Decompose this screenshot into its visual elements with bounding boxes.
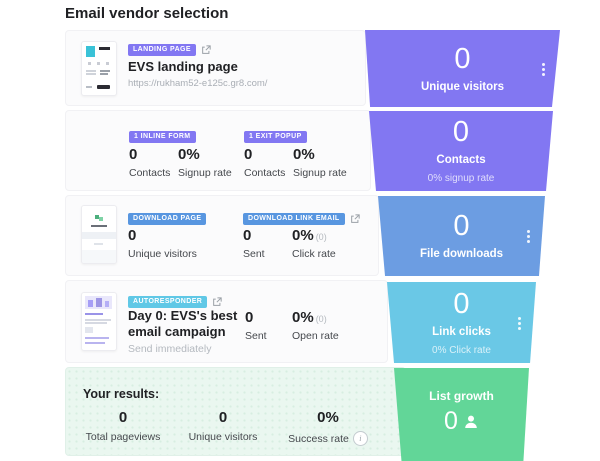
unique-visitors-label: Unique visitors: [188, 431, 258, 443]
exit-popup-badge: 1 EXIT POPUP: [244, 131, 307, 144]
total-pageviews-label: Total pageviews: [85, 431, 161, 443]
download-page-thumbnail[interactable]: [81, 205, 117, 264]
forms-row: 1 INLINE FORM 0 Contacts 0% Signup rate …: [65, 110, 371, 191]
funnel-unique-visitors-label: Unique visitors: [420, 80, 505, 93]
funnel-block-list-growth: List growth 0: [394, 368, 529, 461]
info-icon[interactable]: i: [352, 431, 368, 446]
landing-page-title: EVS landing page: [128, 59, 238, 74]
landing-page-url: https://rukham52-e125c.gr8.com/: [128, 78, 268, 89]
external-link-icon[interactable]: [201, 45, 211, 55]
click-rate-count: (0): [315, 232, 327, 242]
popup-contacts-label: Contacts: [244, 167, 286, 179]
download-link-email-badge: DOWNLOAD LINK EMAIL: [243, 213, 345, 226]
autoresponder-open-rate-label: Open rate: [292, 330, 339, 342]
popup-contacts-value: 0: [244, 146, 253, 163]
download-visitors-value: 0: [128, 227, 137, 244]
funnel-file-downloads-label: File downloads: [419, 248, 504, 260]
funnel-unique-visitors-value: 0: [454, 42, 471, 75]
autoresponder-badge: AUTORESPONDER: [128, 296, 208, 309]
download-visitors-label: Unique visitors: [128, 248, 197, 260]
popup-signup-rate-value: 0%: [293, 146, 315, 163]
thumbnail-header-bar: [99, 47, 110, 50]
download-row: [65, 195, 379, 276]
funnel-contacts-value: 0: [452, 116, 470, 148]
email-sent-label: Sent: [243, 248, 265, 260]
external-link-icon[interactable]: [350, 214, 360, 224]
unique-visitors-stat: 0 Unique visitors: [168, 410, 278, 445]
autoresponder-sent-label: Sent: [245, 330, 267, 342]
inline-signup-rate-label: Signup rate: [178, 167, 232, 179]
email-sent-value: 0: [243, 227, 252, 244]
funnel-contacts-label: Contacts: [436, 154, 486, 166]
person-icon: [465, 415, 477, 428]
funnel-block-contacts: 0 Contacts 0% signup rate: [369, 111, 553, 191]
autoresponder-row: [65, 280, 388, 363]
autoresponder-subtitle: Send immediately: [128, 343, 212, 355]
funnel-block-link-clicks: 0 Link clicks 0% Click rate: [387, 282, 536, 363]
funnel-block-unique-visitors: 0 Unique visitors: [365, 30, 560, 107]
funnel-file-downloads-value: 0: [453, 210, 470, 242]
funnel-list-growth-label: List growth: [429, 389, 494, 403]
unique-visitors-value: 0: [218, 409, 228, 426]
inline-signup-rate-value: 0%: [178, 146, 200, 163]
kebab-menu-icon[interactable]: [542, 67, 545, 71]
success-rate-stat: 0% Success rate i: [268, 410, 388, 447]
email-click-rate-label: Click rate: [292, 248, 336, 260]
inline-contacts-value: 0: [129, 146, 138, 163]
external-link-icon[interactable]: [212, 297, 222, 307]
funnel-contacts-sublabel: 0% signup rate: [427, 173, 495, 184]
thumbnail-logo: [95, 215, 99, 219]
funnel-block-file-downloads: 0 File downloads: [378, 196, 545, 276]
results-card: Your results: 0 Total pageviews 0 Unique…: [65, 367, 406, 456]
total-pageviews-value: 0: [118, 409, 128, 426]
popup-signup-rate-label: Signup rate: [293, 167, 347, 179]
autoresponder-sent-value: 0: [245, 309, 254, 326]
success-rate-value: 0%: [317, 409, 339, 426]
thumbnail-image-block: [86, 46, 95, 57]
funnel-link-clicks-value: 0: [453, 287, 470, 320]
download-page-badge: DOWNLOAD PAGE: [128, 213, 207, 226]
open-rate-count: (0): [315, 314, 327, 324]
success-rate-label: Success rate: [288, 432, 349, 445]
funnel-list-growth-value: 0: [444, 407, 458, 435]
funnel-link-clicks-label: Link clicks: [432, 325, 491, 338]
autoresponder-thumbnail[interactable]: [81, 292, 117, 351]
landing-page-badge: LANDING PAGE: [128, 44, 196, 57]
kebab-menu-icon[interactable]: [527, 235, 530, 238]
email-click-rate-value: 0% (0): [292, 227, 327, 244]
inline-contacts-label: Contacts: [129, 167, 171, 179]
page-title: Email vendor selection: [65, 5, 229, 22]
kebab-menu-icon[interactable]: [518, 321, 521, 325]
thumbnail-button: [97, 85, 110, 89]
autoresponder-title: Day 0: EVS's best email campaign: [128, 308, 238, 339]
funnel-link-clicks-sublabel: 0% Click rate: [432, 344, 491, 356]
results-title: Your results:: [83, 387, 160, 401]
landing-page-thumbnail[interactable]: [81, 41, 117, 96]
inline-form-badge: 1 INLINE FORM: [129, 131, 196, 144]
autoresponder-open-rate-value: 0% (0): [292, 309, 327, 326]
total-pageviews-stat: 0 Total pageviews: [68, 410, 178, 445]
